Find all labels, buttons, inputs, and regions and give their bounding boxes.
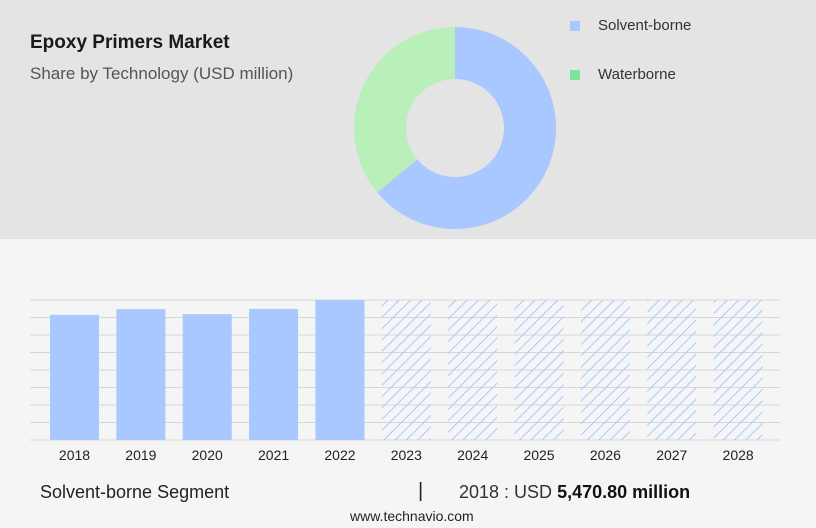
bar-2019	[116, 309, 166, 440]
bar-2022	[315, 300, 365, 440]
x-tick-label-2023: 2023	[391, 447, 422, 463]
x-tick-label-2028: 2028	[723, 447, 754, 463]
footer-value: 2018 : USD 5,470.80 million	[459, 482, 690, 503]
legend-swatch-waterborne	[570, 69, 580, 80]
legend-swatch-solvent-borne	[570, 20, 580, 31]
chart-subtitle: Share by Technology (USD million)	[30, 64, 294, 83]
donut-slice-solvent-borne	[377, 27, 556, 230]
x-tick-label-2026: 2026	[590, 447, 621, 463]
legend-item-solvent-borne: Solvent-borne	[570, 17, 691, 34]
donut-chart	[354, 27, 556, 230]
bar-2027	[647, 300, 697, 440]
donut-slice-waterborne	[354, 27, 455, 193]
legend-label-waterborne: Waterborne	[598, 66, 676, 83]
x-tick-label-2024: 2024	[457, 447, 488, 463]
bar-chart: 2018 2019 2020 2021 2022 2023 2024 2025 2026 2027…	[30, 299, 780, 463]
bar-2018	[50, 314, 99, 440]
bar-2021	[249, 308, 299, 440]
bar-2025	[514, 300, 564, 440]
legend-label-solvent-borne: Solvent-borne	[598, 17, 692, 34]
x-tick-label-2018: 2018	[59, 447, 90, 463]
x-tick-label-2021: 2021	[258, 447, 289, 463]
x-tick-label-2019: 2019	[125, 447, 156, 463]
legend-item-waterborne: Waterborne	[570, 66, 676, 83]
footer-value-prefix: 2018 : USD	[459, 482, 553, 502]
bar-2028	[713, 300, 763, 440]
footer-value-amount: 5,470.80 million	[557, 482, 691, 502]
footer-divider: |	[418, 480, 424, 502]
x-tick-label-2027: 2027	[656, 447, 687, 463]
website-link[interactable]: www.technavio.com	[350, 508, 474, 524]
bar-2023	[381, 300, 431, 440]
bar-2024	[448, 300, 498, 440]
chart-title: Epoxy Primers Market	[30, 32, 230, 53]
x-tick-label-2022: 2022	[324, 447, 355, 463]
footer-segment-label: Solvent-borne Segment	[40, 482, 230, 502]
bar-2020	[182, 314, 232, 440]
x-tick-label-2020: 2020	[192, 447, 223, 463]
x-tick-label-2025: 2025	[523, 447, 554, 463]
bar-2026	[580, 300, 630, 440]
